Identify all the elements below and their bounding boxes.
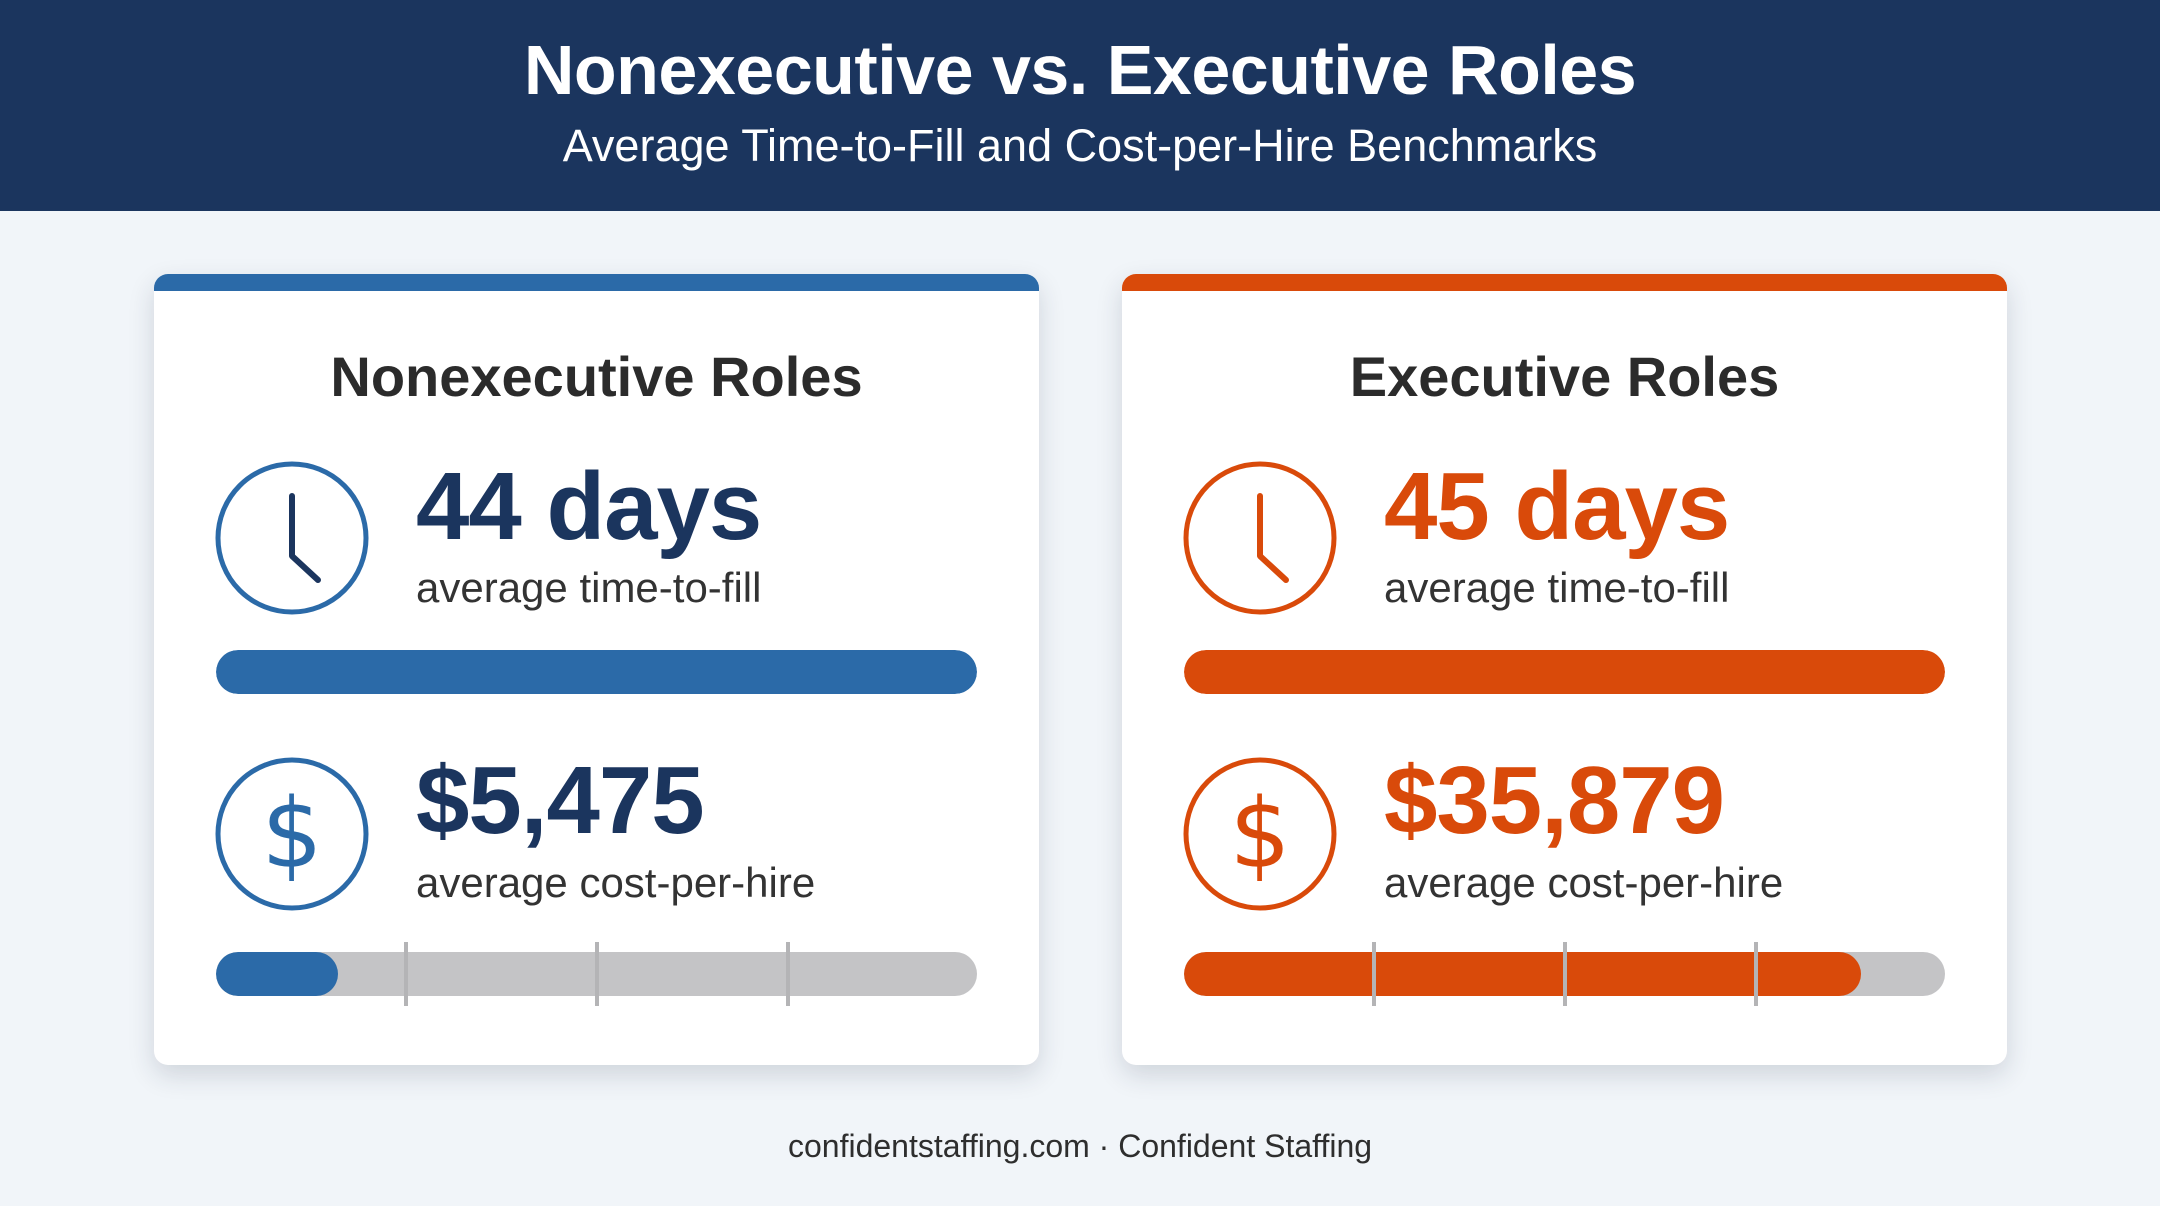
card-title: Executive Roles: [1349, 345, 1780, 408]
cost-per-hire-bar-fill: [216, 952, 338, 996]
footer-credit: confidentstaffing.com · Confident Staffi…: [787, 1128, 1373, 1164]
time-to-fill-bar: [1184, 650, 1945, 694]
bar-tick: [1563, 942, 1567, 1006]
cost-per-hire-value: $35,879: [1384, 747, 1725, 854]
card-accent-bar: [154, 274, 1039, 291]
dollar-icon: $: [214, 756, 370, 912]
nonexecutive-card: Nonexecutive Roles 44 days average time-…: [154, 274, 1039, 1065]
clock-icon: [214, 460, 370, 616]
page-subtitle: Average Time-to-Fill and Cost-per-Hire B…: [562, 120, 1598, 171]
bar-tick: [786, 942, 790, 1006]
header-banner: Nonexecutive vs. Executive Roles Average…: [0, 0, 2160, 211]
executive-card: Executive Roles 45 days average time-to-…: [1122, 274, 2007, 1065]
time-to-fill-value: 45 days: [1384, 453, 1730, 560]
time-to-fill-value: 44 days: [416, 453, 762, 560]
time-to-fill-bar-fill: [216, 650, 977, 694]
card-accent-bar: [1122, 274, 2007, 291]
bar-tick: [1372, 942, 1376, 1006]
time-to-fill-label: average time-to-fill: [416, 564, 762, 611]
time-to-fill-bar: [216, 650, 977, 694]
cost-per-hire-bar-fill: [1184, 952, 1862, 996]
bar-tick: [1754, 942, 1758, 1006]
clock-icon: [1182, 460, 1338, 616]
card-title: Nonexecutive Roles: [330, 345, 863, 408]
cost-per-hire-label: average cost-per-hire: [416, 859, 816, 906]
dollar-icon: $: [1182, 756, 1338, 912]
page-title: Nonexecutive vs. Executive Roles: [523, 31, 1637, 109]
time-to-fill-bar-fill: [1184, 650, 1945, 694]
bar-tick: [595, 942, 599, 1006]
cost-per-hire-value: $5,475: [416, 747, 705, 854]
bar-tick: [404, 942, 408, 1006]
cost-per-hire-label: average cost-per-hire: [1384, 859, 1784, 906]
time-to-fill-label: average time-to-fill: [1384, 564, 1730, 611]
